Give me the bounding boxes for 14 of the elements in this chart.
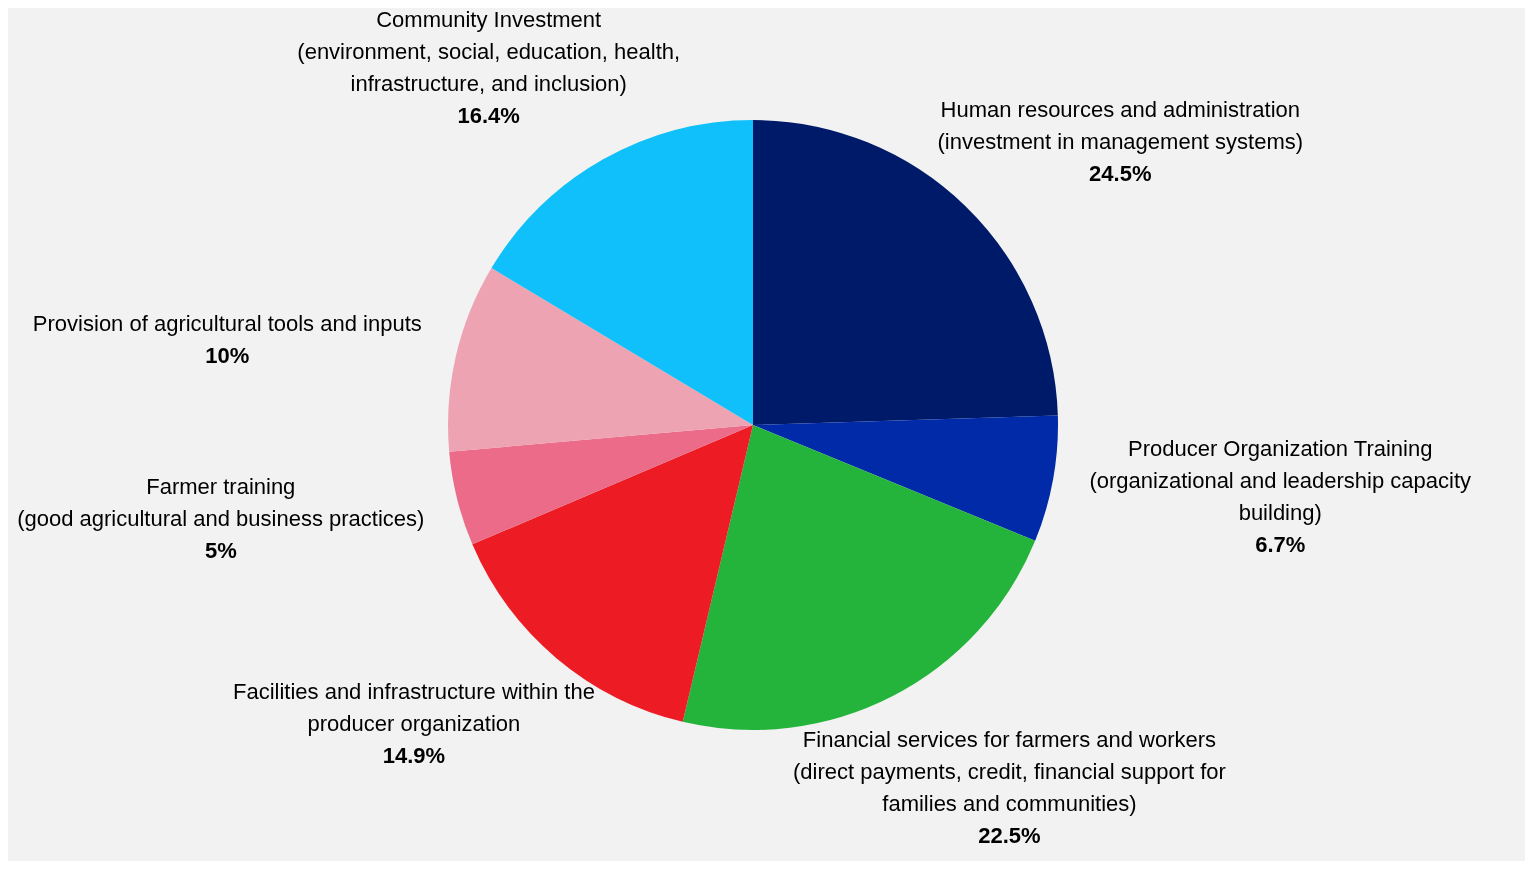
data-label: 14.9% — [382, 743, 446, 769]
slice-label: Financial services for farmers and workers (direct payments, credit, financial support for families and communities) — [793, 726, 1226, 816]
data-label: 6.7% — [1255, 531, 1306, 557]
data-label: 22.5% — [978, 822, 1041, 848]
slice-label: Provision of agricultural tools and inputs — [32, 310, 422, 336]
slice-label: Facilities and infrastructure within the producer organization — [232, 679, 595, 737]
slice-label: Community Investment (environment, social, education, health, infrastructure, and inclusion) — [297, 7, 681, 97]
data-label: 24.5% — [1089, 160, 1152, 186]
slice-label: Farmer training (good agricultural and business practices) — [17, 474, 425, 532]
data-label: 5% — [204, 538, 237, 564]
data-label: 10% — [205, 342, 250, 368]
slice-label: Human resources and administration (investment in management systems) — [937, 96, 1304, 154]
data-label: 16.4% — [457, 103, 520, 129]
slice-label: Producer Organization Training (organizational and leadership capacity building) — [1089, 435, 1472, 525]
